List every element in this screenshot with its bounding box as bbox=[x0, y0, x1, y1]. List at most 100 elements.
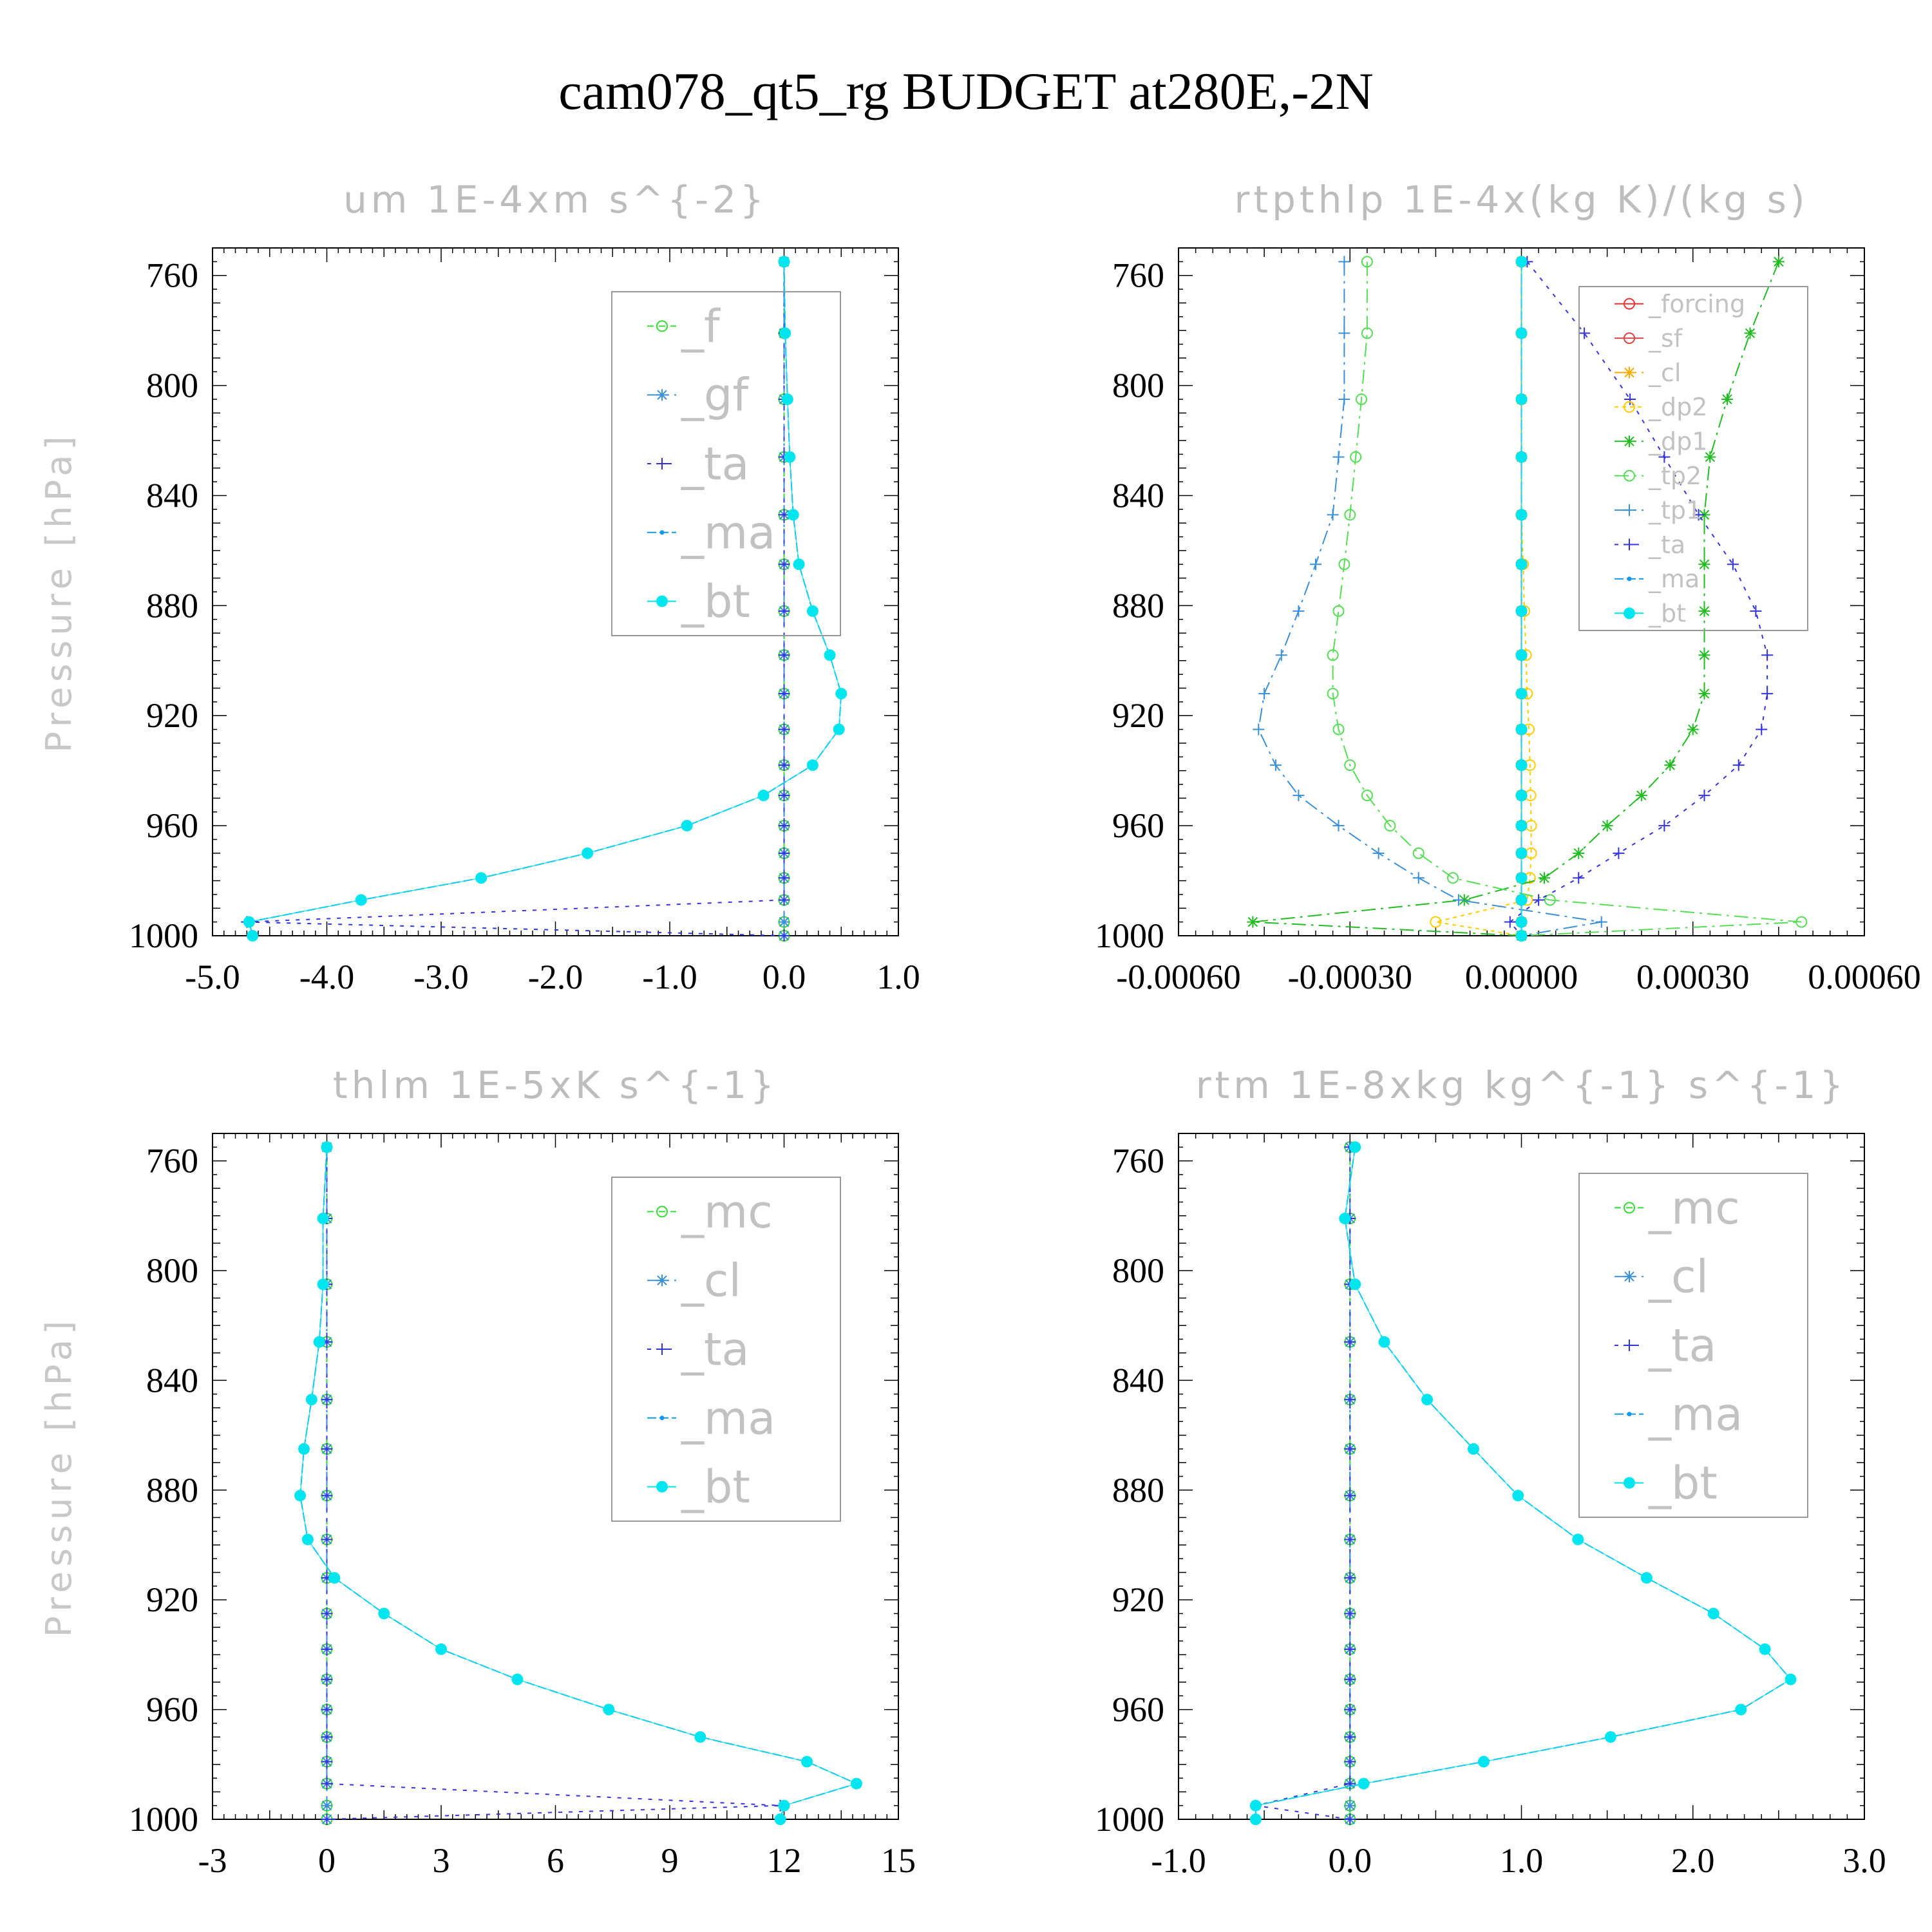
series-ta bbox=[1504, 256, 1774, 942]
legend-entry: _bt bbox=[1615, 1457, 1718, 1510]
y-tick-label: 1000 bbox=[1095, 916, 1164, 955]
data-point bbox=[778, 759, 790, 772]
legend-entry: _cl bbox=[1615, 1251, 1709, 1303]
legend-entry: _tp2 bbox=[1615, 462, 1701, 490]
legend-label: _f bbox=[681, 300, 721, 353]
data-point bbox=[1515, 256, 1528, 268]
data-point bbox=[1515, 649, 1528, 661]
legend-label: _ma bbox=[681, 1392, 775, 1444]
data-point bbox=[1692, 509, 1705, 521]
data-point bbox=[321, 1756, 333, 1768]
data-point bbox=[778, 256, 790, 268]
x-tick-label: 0 bbox=[318, 1841, 336, 1880]
legend-entry: _ma bbox=[1615, 565, 1700, 593]
y-tick-label: 800 bbox=[146, 1251, 198, 1290]
data-point bbox=[778, 820, 790, 832]
y-tick-label: 840 bbox=[146, 1361, 198, 1399]
data-point bbox=[313, 1336, 325, 1348]
series-line bbox=[299, 1147, 858, 1820]
y-tick-label: 920 bbox=[1112, 1580, 1164, 1619]
y-axis-label: Pressure [hPa] bbox=[39, 431, 79, 752]
data-point bbox=[806, 605, 819, 617]
x-tick-label: 3.0 bbox=[1842, 1841, 1886, 1880]
series-ta bbox=[1249, 1141, 1356, 1825]
data-point bbox=[1704, 451, 1716, 463]
data-point bbox=[317, 1213, 329, 1225]
legend-marker bbox=[1624, 538, 1635, 551]
legend-marker bbox=[1624, 1340, 1635, 1351]
data-point bbox=[1339, 1213, 1351, 1225]
series-dp2 bbox=[1430, 256, 1537, 942]
x-tick-label: 0.0 bbox=[762, 958, 806, 996]
data-point bbox=[582, 847, 594, 859]
data-point bbox=[784, 451, 796, 463]
legend-entry: _dp1 bbox=[1615, 428, 1707, 456]
data-point bbox=[1361, 790, 1373, 802]
y-tick-label: 920 bbox=[146, 696, 198, 735]
legend-marker bbox=[1627, 1412, 1632, 1417]
data-point bbox=[1477, 1756, 1490, 1768]
data-point bbox=[1750, 605, 1762, 617]
data-point bbox=[1338, 558, 1350, 571]
legend-entry: _cl bbox=[647, 1255, 741, 1307]
data-point bbox=[1544, 894, 1556, 906]
y-tick-label: 800 bbox=[1112, 1251, 1164, 1290]
data-point bbox=[1338, 256, 1350, 268]
series-line bbox=[1435, 261, 1532, 936]
legend-marker bbox=[656, 1481, 668, 1493]
y-axis-label: Pressure [hPa] bbox=[39, 1316, 79, 1637]
legend-entry: _ma bbox=[647, 1392, 775, 1444]
series-dp1 bbox=[1247, 256, 1785, 942]
legend-label: _cl bbox=[681, 1255, 741, 1307]
legend-entry: _mc bbox=[647, 1186, 773, 1238]
legend-label: _dp1 bbox=[1648, 428, 1707, 456]
data-point bbox=[694, 1731, 706, 1743]
data-point bbox=[1658, 820, 1671, 832]
panel-rtm: rtm 1E-8xkg kg^{-1} s^{-1} Pressure [hPa]… bbox=[39, 1063, 1886, 1880]
data-point bbox=[778, 916, 790, 928]
data-point bbox=[1613, 847, 1625, 859]
series-bt bbox=[1515, 256, 1528, 942]
legend-label: _mc bbox=[681, 1186, 773, 1238]
data-point bbox=[1467, 1443, 1479, 1455]
y-tick-label: 800 bbox=[146, 366, 198, 405]
series-bt bbox=[1249, 1141, 1797, 1825]
data-point bbox=[833, 723, 845, 735]
legend-marker bbox=[1624, 1202, 1635, 1214]
data-point bbox=[1515, 509, 1528, 521]
data-point bbox=[1735, 1703, 1747, 1716]
legend-label: _ta bbox=[681, 1323, 749, 1376]
y-tick-label: 880 bbox=[1112, 1471, 1164, 1510]
data-point bbox=[475, 872, 488, 884]
legend-marker bbox=[656, 1206, 668, 1218]
legend-marker bbox=[1624, 1477, 1635, 1489]
data-point bbox=[1759, 1643, 1771, 1655]
data-point bbox=[1253, 723, 1265, 735]
data-point bbox=[511, 1673, 524, 1685]
series-line bbox=[1255, 1147, 1351, 1820]
data-point bbox=[1640, 1572, 1653, 1584]
series-line bbox=[299, 1147, 858, 1820]
y-tick-label: 920 bbox=[146, 1580, 198, 1619]
y-tick-label: 760 bbox=[1112, 1142, 1164, 1180]
legend-entry: _bt bbox=[1615, 600, 1686, 628]
data-point bbox=[1344, 1756, 1356, 1768]
panel-thlm: thlm 1E-5xK s^{-1} Pressure [hPa] 760 800 84… bbox=[39, 1063, 916, 1880]
data-point bbox=[1293, 605, 1305, 617]
legend-marker bbox=[656, 1274, 668, 1287]
data-point bbox=[778, 872, 790, 884]
data-point bbox=[778, 723, 790, 735]
data-point bbox=[1412, 847, 1425, 859]
data-point bbox=[1332, 605, 1345, 617]
data-point bbox=[1249, 1814, 1262, 1825]
x-tick-label: -0.00060 bbox=[1116, 958, 1240, 996]
data-point bbox=[1269, 759, 1282, 772]
data-point bbox=[1698, 790, 1710, 802]
data-point bbox=[1447, 872, 1459, 884]
data-point bbox=[1344, 1490, 1356, 1502]
data-point bbox=[778, 1799, 790, 1812]
data-point bbox=[1515, 558, 1528, 571]
data-point bbox=[1349, 1141, 1361, 1153]
legend: _forcing _sf _cl _dp2 _dp1 _tp2 _tp1 _ta _ma _bt bbox=[1578, 286, 1808, 631]
legend-entry: _ta bbox=[647, 1323, 749, 1376]
